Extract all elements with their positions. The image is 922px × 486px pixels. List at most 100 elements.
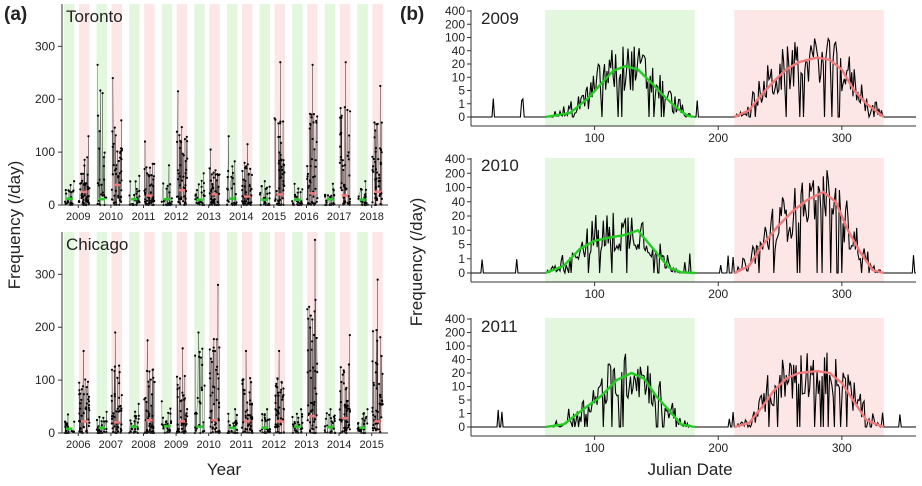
data-point	[198, 355, 201, 358]
data-point	[348, 174, 351, 177]
data-point	[150, 174, 153, 177]
data-point	[195, 189, 199, 192]
data-point	[376, 122, 379, 126]
data-point	[203, 189, 206, 192]
data-point	[67, 201, 70, 204]
data-point	[313, 420, 316, 423]
axes-layer	[58, 4, 916, 440]
data-point	[80, 181, 83, 185]
data-point	[167, 411, 170, 414]
data-point	[341, 373, 344, 376]
data-point	[194, 193, 197, 196]
data-point	[312, 403, 315, 406]
data-point	[169, 407, 172, 410]
data-point	[373, 427, 376, 430]
data-point	[278, 187, 281, 190]
data-point	[343, 183, 346, 186]
x-tick-label: 2015	[262, 211, 286, 223]
data-point	[203, 194, 206, 197]
fall-series-line	[78, 350, 90, 433]
data-point	[264, 420, 267, 423]
data-point	[96, 182, 99, 185]
data-point	[114, 134, 117, 137]
data-point	[64, 188, 67, 192]
fall-band	[372, 4, 383, 205]
data-point	[248, 185, 251, 188]
data-point	[326, 194, 330, 197]
data-point	[146, 339, 149, 342]
data-point	[87, 398, 90, 401]
data-point	[216, 373, 219, 376]
data-point	[111, 198, 114, 201]
fall-band	[111, 4, 122, 205]
spring-band	[292, 232, 303, 433]
data-point	[348, 410, 351, 413]
data-point	[246, 143, 249, 146]
data-point	[202, 172, 205, 175]
data-point	[201, 363, 204, 366]
data-point	[279, 61, 282, 64]
data-point	[161, 416, 165, 419]
data-point	[178, 175, 182, 178]
x-tick-label: 2010	[196, 439, 220, 451]
data-point	[282, 408, 286, 411]
data-point	[250, 187, 253, 191]
data-point	[372, 413, 375, 417]
data-point	[293, 182, 296, 185]
data-point	[309, 369, 312, 372]
data-point	[101, 92, 104, 95]
fall-band	[176, 232, 188, 433]
data-point	[373, 136, 376, 139]
data-point	[373, 121, 376, 124]
data-point	[100, 420, 103, 423]
data-point	[148, 175, 151, 178]
data-point	[372, 381, 375, 384]
data-point	[381, 400, 384, 403]
data-point	[195, 412, 198, 415]
data-point	[150, 404, 153, 407]
data-point	[100, 424, 103, 427]
data-point	[278, 159, 281, 162]
data-point	[246, 163, 249, 166]
data-point	[95, 428, 98, 431]
data-point	[100, 183, 103, 186]
y-tick-label: 40	[452, 353, 466, 367]
data-point	[349, 110, 352, 113]
data-point	[371, 360, 374, 363]
data-point	[215, 338, 218, 341]
data-point	[309, 123, 312, 126]
data-point	[217, 377, 220, 380]
x-tick-label: 2017	[327, 211, 351, 223]
panel-a-ylabel: Frequency (/day)	[5, 161, 24, 290]
data-point	[182, 154, 185, 157]
data-point	[151, 368, 155, 371]
data-point	[245, 165, 248, 168]
data-point	[339, 390, 342, 393]
data-point	[213, 349, 217, 353]
data-point	[312, 121, 315, 124]
data-point	[70, 191, 73, 194]
data-point	[375, 387, 378, 390]
data-point	[183, 195, 186, 198]
data-point	[266, 408, 269, 411]
data-point	[341, 164, 344, 167]
data-point	[344, 61, 347, 64]
data-point	[315, 140, 318, 144]
data-point	[150, 393, 154, 396]
data-point	[340, 189, 343, 192]
data-point	[200, 191, 203, 194]
data-point	[372, 170, 375, 173]
data-point	[324, 195, 327, 198]
data-point	[105, 196, 108, 199]
data-point	[241, 189, 244, 192]
data-point	[325, 412, 328, 415]
data-point	[210, 173, 213, 176]
data-point	[372, 423, 375, 427]
data-point	[79, 392, 82, 395]
data-point	[83, 158, 86, 161]
data-point	[309, 164, 312, 168]
panel-b-label: (b)	[400, 4, 424, 25]
data-point	[117, 426, 120, 429]
data-point	[114, 189, 117, 192]
data-point	[312, 176, 315, 179]
